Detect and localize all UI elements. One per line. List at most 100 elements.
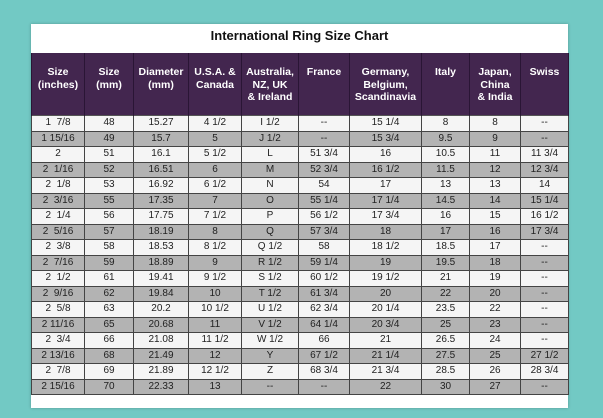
- table-cell: 55 1/4: [298, 192, 350, 209]
- table-cell: --: [298, 378, 350, 395]
- table-cell: 8: [188, 223, 242, 240]
- table-cell: 10 1/2: [188, 301, 242, 318]
- table-cell: 12: [188, 347, 242, 364]
- table-cell: 13: [188, 378, 242, 395]
- column-header: Size (mm): [84, 53, 134, 116]
- table-row: 2 3/4 66 21.08 11 1/2 W 1/2 66 21 26.5 24 --: [31, 332, 569, 349]
- table-cell: V 1/2: [241, 316, 299, 333]
- table-cell: 8: [421, 115, 470, 132]
- table-cell: 17: [349, 177, 422, 194]
- table-cell: 48: [84, 115, 134, 132]
- table-cell: 11 1/2: [188, 332, 242, 349]
- table-cell: 57: [84, 223, 134, 240]
- table-cell: --: [520, 239, 569, 256]
- table-cell: 56 1/2: [298, 208, 350, 225]
- table-cell: 16 1/2: [520, 208, 569, 225]
- table-cell: 51 3/4: [298, 146, 350, 163]
- table-cell: 10.5: [421, 146, 470, 163]
- table-row: 2 3/8 58 18.53 8 1/2 Q 1/2 58 18 1/2 18.5 17 --: [31, 239, 569, 256]
- table-cell: 21: [349, 332, 422, 349]
- table-cell: 66: [298, 332, 350, 349]
- chart-title: International Ring Size Chart: [210, 28, 389, 43]
- table-cell: 15.27: [133, 115, 189, 132]
- table-cell: M: [241, 161, 299, 178]
- table-cell: 56: [84, 208, 134, 225]
- table-cell: L: [241, 146, 299, 163]
- table-cell: 18 1/2: [349, 239, 422, 256]
- table-cell: --: [520, 115, 569, 132]
- table-cell: 2 1/16: [31, 161, 85, 178]
- table-cell: 14.5: [421, 192, 470, 209]
- table-cell: P: [241, 208, 299, 225]
- table-cell: 16.92: [133, 177, 189, 194]
- table-cell: 62 3/4: [298, 301, 350, 318]
- table-row: 2 5/8 63 20.2 10 1/2 U 1/2 62 3/4 20 1/4 23.5 22…: [31, 301, 569, 318]
- table-cell: 58: [84, 239, 134, 256]
- column-header: U.S.A. & Canada: [188, 53, 242, 116]
- table-cell: 20: [469, 285, 521, 302]
- table-cell: 65: [84, 316, 134, 333]
- header-row: Size (inches) Size (mm) Diameter (mm) U.S.A…: [31, 53, 569, 116]
- table-cell: 11.5: [421, 161, 470, 178]
- table-cell: 25: [469, 347, 521, 364]
- table-cell: 17 3/4: [520, 223, 569, 240]
- table-cell: 19: [469, 270, 521, 287]
- table-cell: 53: [84, 177, 134, 194]
- column-header: Japan, China & India: [469, 53, 521, 116]
- table-cell: 62: [84, 285, 134, 302]
- ring-size-table: Size (inches) Size (mm) Diameter (mm) U.S.A…: [31, 53, 569, 395]
- table-cell: 9 1/2: [188, 270, 242, 287]
- table-cell: 2 9/16: [31, 285, 85, 302]
- column-header: Diameter (mm): [133, 53, 189, 116]
- column-header: Swiss: [520, 53, 569, 116]
- table-row: 2 3/16 55 17.35 7 O 55 1/4 17 1/4 14.5 14 15 1/4: [31, 192, 569, 209]
- table-cell: 23.5: [421, 301, 470, 318]
- table-cell: 20.2: [133, 301, 189, 318]
- table-cell: 59: [84, 254, 134, 271]
- table-cell: O: [241, 192, 299, 209]
- column-header: Italy: [421, 53, 470, 116]
- table-cell: 16.1: [133, 146, 189, 163]
- table-cell: 8 1/2: [188, 239, 242, 256]
- table-cell: --: [520, 285, 569, 302]
- table-row: 2 11/16 65 20.68 11 V 1/2 64 1/4 20 3/4 25 23 --: [31, 316, 569, 333]
- table-cell: 13: [469, 177, 521, 194]
- table-cell: 2 3/16: [31, 192, 85, 209]
- table-cell: 5: [188, 130, 242, 147]
- table-cell: 18: [469, 254, 521, 271]
- table-cell: 2 3/4: [31, 332, 85, 349]
- table-cell: U 1/2: [241, 301, 299, 318]
- table-cell: 16: [349, 146, 422, 163]
- table-cell: 21 1/4: [349, 347, 422, 364]
- table-cell: 2 1/8: [31, 177, 85, 194]
- table-cell: 27 1/2: [520, 347, 569, 364]
- table-cell: 61: [84, 270, 134, 287]
- table-cell: 49: [84, 130, 134, 147]
- table-row: 2 15/16 70 22.33 13 -- -- 22 30 27 --: [31, 378, 569, 395]
- table-cell: R 1/2: [241, 254, 299, 271]
- table-cell: 20 3/4: [349, 316, 422, 333]
- table-cell: 11 3/4: [520, 146, 569, 163]
- table-cell: 19: [349, 254, 422, 271]
- table-cell: 2 1/2: [31, 270, 85, 287]
- table-cell: 2 1/4: [31, 208, 85, 225]
- table-cell: 21 3/4: [349, 363, 422, 380]
- table-cell: W 1/2: [241, 332, 299, 349]
- table-cell: 2 3/8: [31, 239, 85, 256]
- table-cell: 15 1/4: [349, 115, 422, 132]
- table-cell: 6 1/2: [188, 177, 242, 194]
- table-cell: 21.49: [133, 347, 189, 364]
- table-cell: N: [241, 177, 299, 194]
- table-row: 2 1/4 56 17.75 7 1/2 P 56 1/2 17 3/4 16 15 16 1/2: [31, 208, 569, 225]
- table-row: 2 51 16.1 5 1/2 L 51 3/4 16 10.5 11 11 3/4: [31, 146, 569, 163]
- table-cell: 1 7/8: [31, 115, 85, 132]
- table-cell: 10: [188, 285, 242, 302]
- table-cell: 59 1/4: [298, 254, 350, 271]
- table-cell: 20.68: [133, 316, 189, 333]
- table-cell: 2 7/8: [31, 363, 85, 380]
- table-cell: 18.19: [133, 223, 189, 240]
- table-cell: 68 3/4: [298, 363, 350, 380]
- table-cell: Y: [241, 347, 299, 364]
- table-cell: 9: [188, 254, 242, 271]
- table-cell: 24: [469, 332, 521, 349]
